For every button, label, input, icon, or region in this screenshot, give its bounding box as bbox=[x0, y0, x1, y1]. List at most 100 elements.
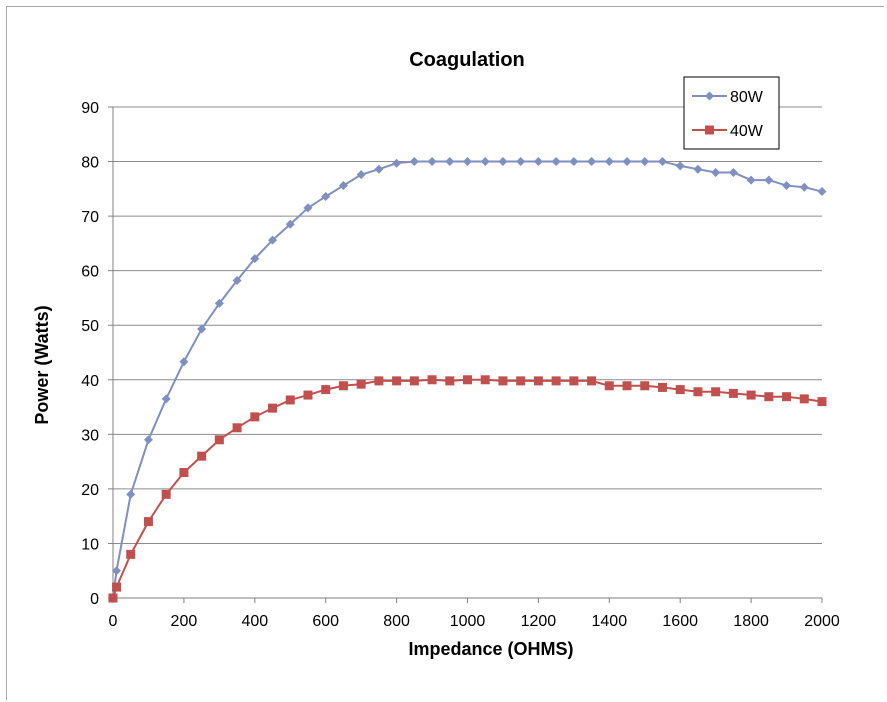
data-point-40w bbox=[250, 412, 260, 422]
data-point-80w bbox=[516, 157, 526, 167]
legend-box bbox=[683, 76, 780, 150]
data-point-40w bbox=[427, 375, 437, 385]
y-tick-label: 90 bbox=[81, 100, 99, 117]
data-point-80w bbox=[640, 157, 650, 167]
x-tick-label: 2000 bbox=[804, 613, 840, 630]
data-point-80w bbox=[356, 170, 366, 180]
x-axis-title: Impedance (OHMS) bbox=[408, 639, 573, 659]
y-tick-label: 10 bbox=[81, 536, 99, 553]
data-point-40w bbox=[675, 385, 685, 395]
data-point-80w bbox=[782, 181, 792, 191]
y-tick-label: 40 bbox=[81, 373, 99, 390]
data-point-40w bbox=[285, 395, 295, 405]
data-point-40w bbox=[303, 390, 313, 400]
data-point-80w bbox=[569, 157, 579, 167]
data-point-80w bbox=[817, 187, 827, 197]
x-tick-label: 200 bbox=[171, 613, 198, 630]
data-point-40w bbox=[161, 489, 171, 499]
data-point-40w bbox=[693, 387, 703, 397]
y-tick-label: 0 bbox=[90, 591, 99, 608]
data-point-80w bbox=[675, 161, 685, 171]
data-point-80w bbox=[161, 394, 171, 404]
data-point-80w bbox=[409, 157, 419, 167]
y-tick-label: 80 bbox=[81, 155, 99, 172]
legend-label-40w: 40W bbox=[730, 123, 764, 140]
data-point-40w bbox=[728, 388, 738, 398]
data-point-80w bbox=[427, 157, 437, 167]
data-point-40w bbox=[533, 376, 543, 386]
data-point-40w bbox=[551, 376, 561, 386]
data-point-80w bbox=[143, 435, 153, 445]
chart-title: Coagulation bbox=[409, 49, 525, 71]
chart-frame bbox=[6, 6, 884, 700]
data-point-40w bbox=[569, 376, 579, 386]
data-point-40w bbox=[445, 376, 455, 386]
data-point-80w bbox=[374, 164, 384, 174]
y-tick-label: 20 bbox=[81, 482, 99, 499]
data-point-80w bbox=[711, 167, 721, 177]
data-point-80w bbox=[551, 157, 561, 167]
legend: 80W 40W bbox=[683, 76, 780, 150]
series-group bbox=[108, 157, 827, 603]
x-tick-label: 1800 bbox=[733, 613, 769, 630]
data-point-80w bbox=[533, 157, 543, 167]
data-point-40w bbox=[197, 451, 207, 461]
legend-item-40w: 40W bbox=[692, 123, 764, 140]
data-point-40w bbox=[112, 582, 122, 592]
data-point-80w bbox=[445, 157, 455, 167]
y-axis-title: Power (Watts) bbox=[32, 305, 52, 424]
data-point-40w bbox=[321, 385, 331, 395]
data-point-40w bbox=[799, 394, 809, 404]
y-tick-label: 60 bbox=[81, 264, 99, 281]
y-tick-label: 50 bbox=[81, 318, 99, 335]
data-point-40w bbox=[711, 387, 721, 397]
data-point-40w bbox=[232, 423, 242, 433]
x-tick-label: 400 bbox=[241, 613, 268, 630]
data-point-40w bbox=[179, 468, 189, 478]
legend-label-80w: 80W bbox=[730, 89, 764, 106]
data-point-40w bbox=[143, 517, 153, 527]
data-point-40w bbox=[374, 376, 384, 386]
data-point-80w bbox=[232, 275, 242, 285]
data-point-40w bbox=[746, 390, 756, 400]
data-point-80w bbox=[498, 157, 508, 167]
data-point-40w bbox=[817, 397, 827, 407]
data-point-80w bbox=[179, 357, 189, 367]
x-tick-labels: 0 200 400 600 800 1000 1200 1400 1600 1800 2000 bbox=[109, 598, 840, 630]
y-tick-labels: 0 10 20 30 40 50 60 70 80 90 bbox=[81, 100, 113, 608]
data-point-80w bbox=[285, 219, 295, 229]
legend-item-80w: 80W bbox=[692, 89, 764, 106]
data-point-80w bbox=[338, 181, 348, 191]
data-point-80w bbox=[764, 175, 774, 185]
legend-marker-80w bbox=[705, 91, 714, 101]
data-point-40w bbox=[338, 381, 348, 391]
data-point-80w bbox=[463, 157, 472, 167]
x-tick-label: 1400 bbox=[592, 613, 628, 630]
data-point-40w bbox=[782, 392, 792, 402]
data-point-40w bbox=[126, 549, 136, 559]
x-tick-label: 600 bbox=[312, 613, 339, 630]
y-tick-label: 70 bbox=[81, 209, 99, 226]
data-point-80w bbox=[303, 203, 313, 213]
data-point-80w bbox=[604, 157, 614, 167]
data-point-40w bbox=[622, 381, 632, 391]
data-point-80w bbox=[214, 298, 224, 308]
data-point-80w bbox=[197, 324, 207, 334]
series-40w bbox=[108, 375, 827, 603]
x-tick-label: 0 bbox=[109, 613, 118, 630]
data-point-40w bbox=[604, 381, 614, 391]
data-point-80w bbox=[622, 157, 632, 167]
data-point-40w bbox=[356, 379, 366, 389]
data-point-80w bbox=[268, 235, 278, 245]
data-point-80w bbox=[250, 254, 260, 264]
data-point-80w bbox=[126, 489, 136, 499]
x-tick-label: 800 bbox=[383, 613, 410, 630]
data-point-80w bbox=[587, 157, 597, 167]
data-point-40w bbox=[498, 376, 508, 386]
data-point-40w bbox=[268, 403, 278, 413]
data-point-40w bbox=[764, 392, 774, 402]
legend-marker-40w bbox=[705, 125, 714, 135]
data-point-40w bbox=[108, 593, 118, 603]
data-point-40w bbox=[392, 376, 402, 386]
